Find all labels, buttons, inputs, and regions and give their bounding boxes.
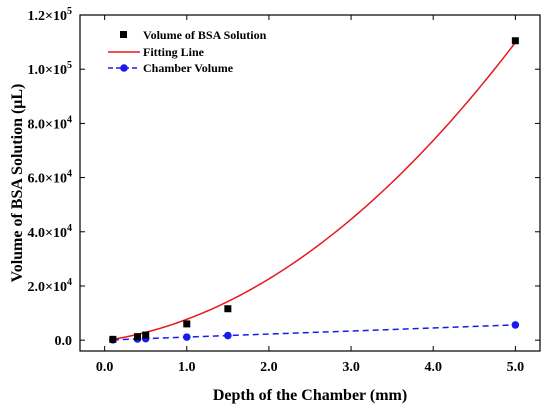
- y-tick-label-3: 6.0×104: [28, 169, 72, 187]
- x-tick-label-3: 3.0: [342, 360, 360, 375]
- y-tick-label-5: 1.0×105: [28, 60, 72, 78]
- x-tick-label-4: 4.0: [424, 360, 442, 375]
- legend-label-fit: Fitting Line: [143, 45, 205, 59]
- chamber-volume-point-5: [511, 321, 520, 329]
- chamber-volume-point-4: [224, 331, 232, 340]
- y-tick-labels: 0.0 2.0×104 4.0×104 6.0×104 8.0×104 1.0×105 1.…: [28, 6, 72, 349]
- bsa-solution-point-2: [142, 331, 150, 339]
- x-tick-label-0: 0.0: [96, 360, 114, 375]
- y-tick-label-2: 4.0×104: [28, 223, 72, 241]
- chamber-volume-point-3: [182, 333, 191, 341]
- y-tick-label-4: 8.0×104: [28, 114, 72, 132]
- legend-label-bsa: Volume of BSA Solution: [143, 28, 267, 42]
- x-tick-label-2: 2.0: [260, 360, 278, 375]
- x-tick-label-1: 1.0: [178, 360, 196, 375]
- fitting-line: [112, 42, 516, 341]
- series-layer: [109, 37, 520, 344]
- legend-label-chamber: Chamber Volume: [143, 61, 234, 75]
- bsa-solution-point-5: [511, 37, 519, 45]
- x-axis-title: Depth of the Chamber (mm): [213, 387, 407, 404]
- chamber-volume-line: [112, 324, 516, 341]
- bsa-solution-point-1: [134, 333, 141, 341]
- y-axis-title: Volume of BSA Solution (μL): [9, 84, 26, 283]
- legend: Volume of BSA Solution Fitting Line Cham…: [108, 28, 267, 75]
- bsa-solution-point-4: [224, 305, 232, 313]
- legend-marker-chamber: [120, 64, 128, 72]
- y-tick-label-1: 2.0×104: [28, 277, 72, 295]
- legend-marker-bsa: [120, 31, 127, 38]
- bsa-solution-point-0: [109, 335, 117, 343]
- y-tick-label-0: 0.0: [55, 334, 73, 349]
- bsa-solution-point-3: [183, 320, 191, 328]
- x-tick-labels: 0.0 1.0 2.0 3.0 4.0 5.0: [96, 360, 524, 375]
- y-tick-label-6: 1.2×105: [28, 6, 72, 24]
- x-tick-label-5: 5.0: [507, 360, 525, 375]
- plot-frame: [79, 14, 541, 352]
